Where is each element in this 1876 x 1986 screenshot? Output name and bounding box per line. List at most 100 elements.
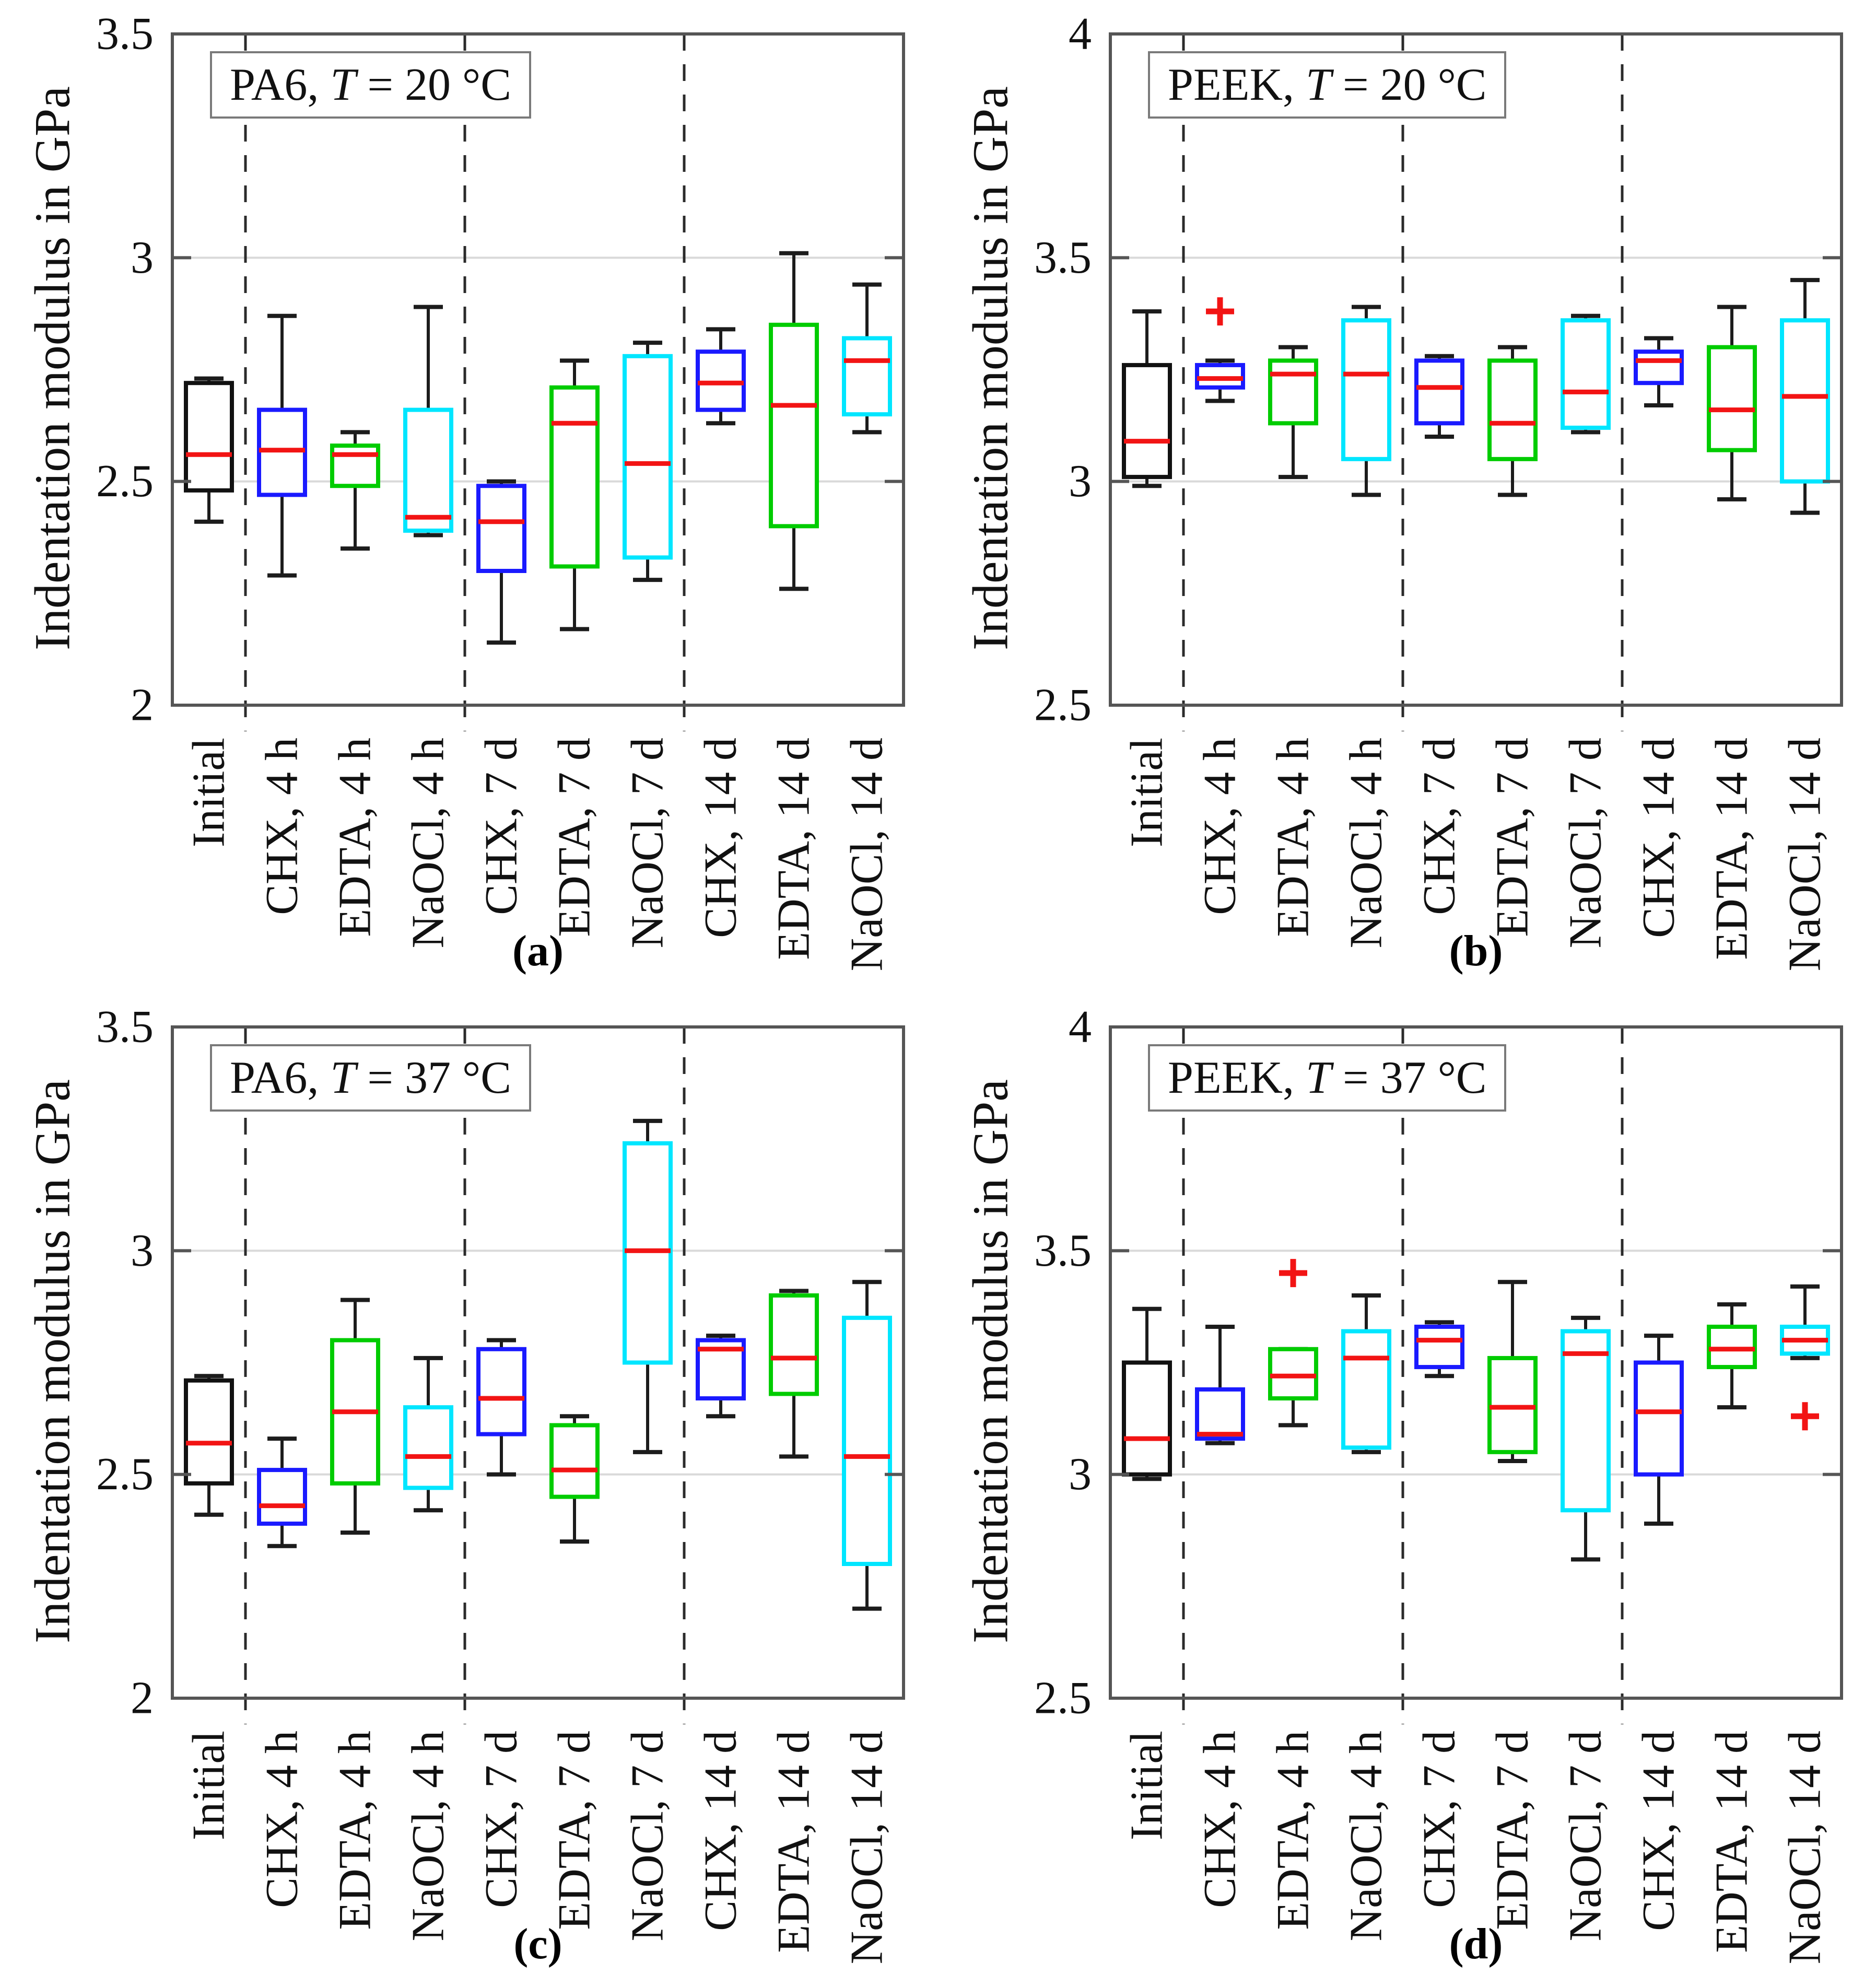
box-black xyxy=(184,381,234,493)
title-space2 xyxy=(356,59,367,111)
x-tick-label: EDTA, 14 d xyxy=(1707,738,1757,960)
title-space2 xyxy=(1331,59,1343,111)
x-tick-label: CHX, 4 h xyxy=(1195,738,1246,915)
title-space xyxy=(319,1052,330,1104)
x-tick-label: NaOCl, 7 d xyxy=(623,738,673,948)
x-tick-label: NaOCl, 4 h xyxy=(403,738,454,948)
x-tick-label: EDTA, 14 d xyxy=(769,1731,819,1953)
box-green xyxy=(549,385,600,569)
title-equals: = xyxy=(1342,1053,1380,1103)
x-tick-label: NaOCl, 7 d xyxy=(1561,1731,1611,1941)
y-axis-label: Indentation modulus in GPa xyxy=(962,1079,1018,1643)
box-blue xyxy=(1414,1324,1464,1370)
title-space xyxy=(319,59,330,111)
box-blue xyxy=(1634,349,1684,385)
x-tick-label: CHX, 14 d xyxy=(1634,738,1684,938)
y-tick-label: 4 xyxy=(1069,1002,1092,1053)
x-tick-label: CHX, 4 h xyxy=(257,1731,308,1908)
y-tick-label: 2.5 xyxy=(1034,680,1092,731)
y-tick-label: 3 xyxy=(131,232,154,283)
x-tick-label: Initial xyxy=(184,738,235,847)
title-space2 xyxy=(356,1052,367,1104)
title-equals: = xyxy=(367,60,405,110)
box-cyan xyxy=(842,1315,892,1566)
x-tick-label: Initial xyxy=(184,1731,235,1840)
x-tick-label: NaOCl, 7 d xyxy=(623,1731,673,1941)
box-blue xyxy=(1414,358,1464,426)
x-tick-label: NaOCl, 7 d xyxy=(1561,738,1611,948)
box-green xyxy=(1707,345,1757,452)
box-cyan xyxy=(842,336,892,417)
box-green xyxy=(549,1423,600,1499)
axes-frame xyxy=(171,1025,905,1700)
box-cyan xyxy=(1561,318,1611,430)
y-tick-label: 2.5 xyxy=(1034,1673,1092,1724)
panel-a-plot: 2 2.5 3 3.5 Initial CHX, 4 h EDTA, 4 h NaOCl, 4… xyxy=(96,9,905,971)
box-green xyxy=(1268,358,1318,426)
title-material: PEEK, xyxy=(1168,60,1294,110)
x-tick-label: EDTA, 14 d xyxy=(769,738,819,960)
x-tick-label: EDTA, 4 h xyxy=(1268,738,1319,937)
title-material: PEEK, xyxy=(1168,1053,1294,1103)
x-tick-label: NaOCl, 14 d xyxy=(842,1731,893,1964)
x-tick-label: NaOCl, 14 d xyxy=(842,738,893,971)
title-t-symbol: T xyxy=(1306,1053,1331,1103)
title-space xyxy=(1294,1052,1306,1104)
box-cyan xyxy=(403,407,453,533)
title-t-symbol: T xyxy=(1306,60,1331,110)
panel-c: 2 2.5 3 3.5 Initial CHX, 4 h EDTA, 4 h NaOCl, 4… xyxy=(0,993,938,1986)
y-tick-label: 2 xyxy=(131,680,154,731)
title-temperature: 20 °C xyxy=(1380,60,1487,110)
x-tick-label: CHX, 7 d xyxy=(476,1731,527,1908)
title-equals: = xyxy=(367,1053,405,1103)
box-cyan xyxy=(623,354,673,560)
box-cyan xyxy=(1341,318,1391,461)
y-tick-label: 3 xyxy=(1069,456,1092,507)
subfigure-caption-c: (c) xyxy=(513,1920,562,1968)
x-tick-label: Initial xyxy=(1122,1731,1172,1840)
panel-b: 2.5 3 3.5 4 Initial CHX, 4 h EDTA, 4 h NaOCl, 4… xyxy=(938,0,1876,993)
subfigure-caption-d: (d) xyxy=(1449,1920,1503,1968)
title-temperature: 37 °C xyxy=(1380,1053,1487,1103)
x-tick-label: CHX, 7 d xyxy=(1414,1731,1465,1908)
title-material: PA6, xyxy=(230,1053,319,1103)
box-green xyxy=(769,322,819,529)
x-tick-label: EDTA, 7 d xyxy=(549,1731,600,1930)
title-temperature: 20 °C xyxy=(405,60,511,110)
x-tick-label: EDTA, 4 h xyxy=(330,738,381,937)
y-axis-label: Indentation modulus in GPa xyxy=(24,1079,80,1643)
box-green xyxy=(1487,358,1538,461)
y-axis-label: Indentation modulus in GPa xyxy=(962,86,1018,650)
axes-frame xyxy=(1109,1025,1843,1700)
x-tick-label: CHX, 14 d xyxy=(1634,1731,1684,1931)
subfigure-caption-a: (a) xyxy=(512,927,564,975)
box-blue xyxy=(1195,1387,1245,1441)
title-t-symbol: T xyxy=(330,1053,356,1103)
x-tick-label: NaOCl, 4 h xyxy=(1341,738,1392,948)
title-space2 xyxy=(1331,1052,1343,1104)
panel-title: PEEK, T = 37 °C xyxy=(1148,1044,1507,1112)
y-tick-label: 4 xyxy=(1069,9,1092,60)
x-tick-label: CHX, 7 d xyxy=(1414,738,1465,915)
x-tick-label: NaOCl, 4 h xyxy=(1341,1731,1392,1941)
title-equals: = xyxy=(1342,60,1380,110)
x-tick-label: EDTA, 7 d xyxy=(549,738,600,937)
x-tick-label: EDTA, 14 d xyxy=(1707,1731,1757,1953)
box-blue xyxy=(476,1347,526,1436)
title-t-symbol: T xyxy=(330,60,356,110)
y-tick-label: 2.5 xyxy=(96,1449,154,1500)
x-tick-label: CHX, 14 d xyxy=(696,738,746,938)
box-green xyxy=(330,443,380,488)
subfigure-caption-b: (b) xyxy=(1449,927,1503,975)
box-blue xyxy=(476,484,526,573)
x-tick-label: EDTA, 7 d xyxy=(1487,738,1538,937)
x-tick-label: CHX, 4 h xyxy=(1195,1731,1246,1908)
y-tick-label: 3.5 xyxy=(1034,1225,1092,1276)
y-tick-label: 3.5 xyxy=(96,9,154,60)
title-material: PA6, xyxy=(230,60,319,110)
y-tick-label: 3.5 xyxy=(1034,232,1092,283)
panel-a: 2 2.5 3 3.5 Initial CHX, 4 h EDTA, 4 h NaOCl, 4… xyxy=(0,0,938,993)
box-blue xyxy=(257,1468,307,1526)
x-tick-label: NaOCl, 14 d xyxy=(1780,1731,1831,1964)
